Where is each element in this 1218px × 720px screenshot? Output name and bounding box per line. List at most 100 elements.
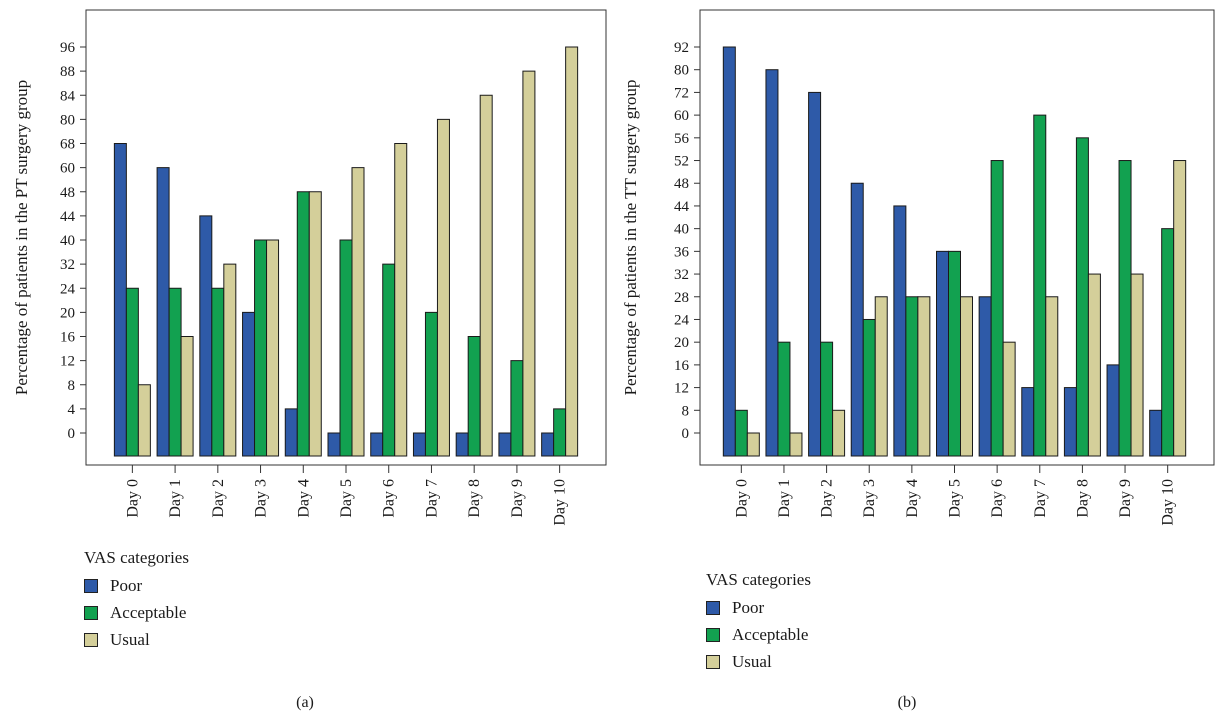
- legend-swatch-usual: [84, 632, 98, 647]
- bar-poor-day-1: [156, 167, 170, 457]
- y-tick-label: 88: [60, 64, 75, 80]
- bar-usual-day-4: [308, 191, 322, 457]
- bar-usual-day-7: [1045, 296, 1059, 457]
- bar-poor-day-0: [722, 46, 736, 457]
- bar-poor-day-10: [1149, 409, 1163, 457]
- y-tick-label: 20: [674, 335, 689, 351]
- legend-title: VAS categories: [706, 570, 811, 589]
- bar-usual-day-3: [874, 296, 888, 457]
- y-tick-label: 40: [674, 222, 689, 238]
- bar-usual-day-7: [436, 118, 450, 457]
- bar-acceptable-day-8: [1075, 137, 1089, 457]
- bar-acceptable-day-10: [1161, 228, 1175, 457]
- bar-poor-day-7: [412, 432, 426, 457]
- bar-usual-day-2: [832, 409, 846, 457]
- bar-poor-day-8: [1063, 387, 1077, 457]
- x-tick-label-day-5: Day 5: [947, 479, 964, 518]
- x-tick-label-day-0: Day 0: [733, 479, 750, 518]
- x-tick-label-day-4: Day 4: [904, 479, 921, 518]
- legend-item-usual: Usual: [84, 626, 189, 653]
- bar-poor-day-0: [113, 143, 127, 457]
- bar-acceptable-day-5: [948, 250, 961, 457]
- y-tick-label: 20: [60, 305, 75, 321]
- y-tick-label: 24: [674, 312, 690, 328]
- y-tick-label: 84: [60, 88, 76, 104]
- x-tick-label-day-1: Day 1: [167, 479, 184, 518]
- bar-usual-day-3: [266, 239, 280, 457]
- x-tick-label-day-10: Day 10: [552, 479, 569, 526]
- legend-item-acceptable: Acceptable: [84, 599, 189, 626]
- bar-poor-day-1: [765, 69, 779, 457]
- bar-acceptable-day-7: [424, 311, 438, 457]
- bar-acceptable-day-1: [777, 341, 791, 457]
- x-tick-label-day-9: Day 9: [509, 479, 526, 518]
- y-tick-label: 12: [674, 381, 689, 397]
- bar-acceptable-day-6: [382, 263, 396, 457]
- bar-acceptable-day-3: [254, 239, 268, 457]
- bar-usual-day-1: [180, 336, 194, 457]
- legend-b: VAS categories Poor Acceptable Usual: [706, 570, 811, 675]
- bar-acceptable-day-8: [467, 336, 481, 457]
- bar-poor-day-3: [850, 182, 864, 457]
- chart-panel-a: Percentage of patients in the PT surgery…: [12, 9, 607, 711]
- y-tick-label: 12: [60, 354, 75, 370]
- bar-usual-day-4: [917, 296, 931, 457]
- x-tick-label-day-8: Day 8: [1074, 479, 1091, 518]
- y-tick-label: 72: [674, 85, 689, 101]
- y-tick-label: 24: [60, 281, 76, 297]
- bar-usual-day-10: [1173, 160, 1187, 457]
- y-tick-label: 68: [60, 137, 75, 153]
- legend-item-poor: Poor: [706, 594, 811, 621]
- chart-panel-b: Percentage of patients in the TT surgery…: [609, 0, 1218, 720]
- legend-swatch-poor: [84, 578, 98, 593]
- legend-swatch-acceptable: [706, 627, 720, 642]
- y-tick-label: 48: [674, 176, 689, 192]
- y-tick-label: 80: [674, 63, 689, 79]
- bar-poor-day-3: [242, 311, 256, 457]
- bar-poor-day-9: [498, 432, 512, 457]
- x-tick-label-day-7: Day 7: [423, 479, 440, 518]
- bar-usual-day-2: [223, 263, 237, 457]
- y-tick-label: 44: [60, 209, 76, 225]
- bar-poor-day-9: [1106, 364, 1120, 457]
- bar-acceptable-day-0: [125, 287, 139, 457]
- bar-usual-day-5: [960, 296, 973, 457]
- x-tick-label-day-0: Day 0: [124, 479, 141, 518]
- bar-acceptable-day-9: [510, 360, 524, 457]
- bar-poor-day-6: [370, 432, 384, 457]
- y-tick-label: 52: [674, 154, 689, 170]
- y-tick-label: 16: [674, 358, 690, 374]
- y-tick-label: 32: [674, 267, 689, 283]
- y-tick-label: 44: [674, 199, 690, 215]
- bar-acceptable-day-4: [296, 191, 310, 457]
- bar-usual-day-6: [394, 143, 408, 457]
- bar-usual-day-9: [522, 70, 536, 457]
- bar-chart-b: Percentage of patients in the TT surgery…: [621, 9, 1215, 526]
- bar-poor-day-4: [893, 205, 907, 457]
- y-tick-label: 0: [682, 426, 690, 442]
- legend-swatch-usual: [706, 654, 720, 669]
- y-tick-label: 4: [68, 402, 76, 418]
- legend-label-poor: Poor: [110, 575, 143, 595]
- bar-poor-day-2: [199, 215, 213, 457]
- x-tick-label-day-10: Day 10: [1160, 479, 1177, 526]
- legend-label-usual: Usual: [110, 629, 150, 649]
- legend-swatch-acceptable: [84, 605, 98, 620]
- bar-usual-day-8: [1087, 273, 1101, 457]
- bar-poor-day-6: [978, 296, 992, 457]
- x-tick-label-day-5: Day 5: [338, 479, 355, 518]
- bar-acceptable-day-9: [1118, 160, 1132, 457]
- x-tick-label-day-7: Day 7: [1032, 479, 1049, 518]
- y-tick-label: 0: [68, 426, 76, 442]
- x-tick-label-day-2: Day 2: [210, 479, 227, 518]
- y-tick-label: 40: [60, 233, 75, 249]
- bar-usual-day-9: [1130, 273, 1144, 457]
- bar-poor-day-10: [541, 432, 555, 457]
- x-tick-label-day-3: Day 3: [861, 479, 878, 518]
- y-tick-label: 96: [60, 40, 76, 56]
- legend-label-acceptable: Acceptable: [110, 602, 187, 622]
- plot-frame: [699, 9, 1215, 466]
- bar-poor-day-5: [327, 432, 341, 457]
- bar-poor-day-4: [284, 408, 298, 457]
- y-tick-label: 48: [60, 185, 75, 201]
